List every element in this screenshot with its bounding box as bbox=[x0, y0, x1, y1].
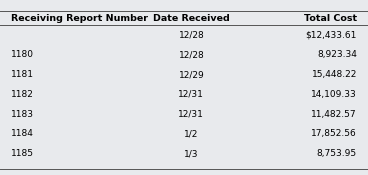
Text: 14,109.33: 14,109.33 bbox=[311, 90, 357, 99]
Text: 1180: 1180 bbox=[11, 50, 34, 59]
Text: $12,433.61: $12,433.61 bbox=[305, 30, 357, 40]
Text: 12/28: 12/28 bbox=[178, 30, 204, 40]
Text: 1184: 1184 bbox=[11, 129, 34, 138]
Text: 12/31: 12/31 bbox=[178, 90, 204, 99]
Text: 12/28: 12/28 bbox=[178, 50, 204, 59]
Text: 12/31: 12/31 bbox=[178, 110, 204, 119]
Text: Receiving Report Number: Receiving Report Number bbox=[11, 14, 148, 23]
Text: 8,753.95: 8,753.95 bbox=[317, 149, 357, 158]
Text: 15,448.22: 15,448.22 bbox=[312, 70, 357, 79]
Text: 1185: 1185 bbox=[11, 149, 34, 158]
Text: 1/3: 1/3 bbox=[184, 149, 199, 158]
Text: Total Cost: Total Cost bbox=[304, 14, 357, 23]
Text: 8,923.34: 8,923.34 bbox=[317, 50, 357, 59]
Text: 1182: 1182 bbox=[11, 90, 34, 99]
Text: 1183: 1183 bbox=[11, 110, 34, 119]
Text: Date Received: Date Received bbox=[153, 14, 230, 23]
Text: 1181: 1181 bbox=[11, 70, 34, 79]
Text: 1/2: 1/2 bbox=[184, 129, 199, 138]
Text: 12/29: 12/29 bbox=[178, 70, 204, 79]
Text: 17,852.56: 17,852.56 bbox=[311, 129, 357, 138]
Text: 11,482.57: 11,482.57 bbox=[311, 110, 357, 119]
